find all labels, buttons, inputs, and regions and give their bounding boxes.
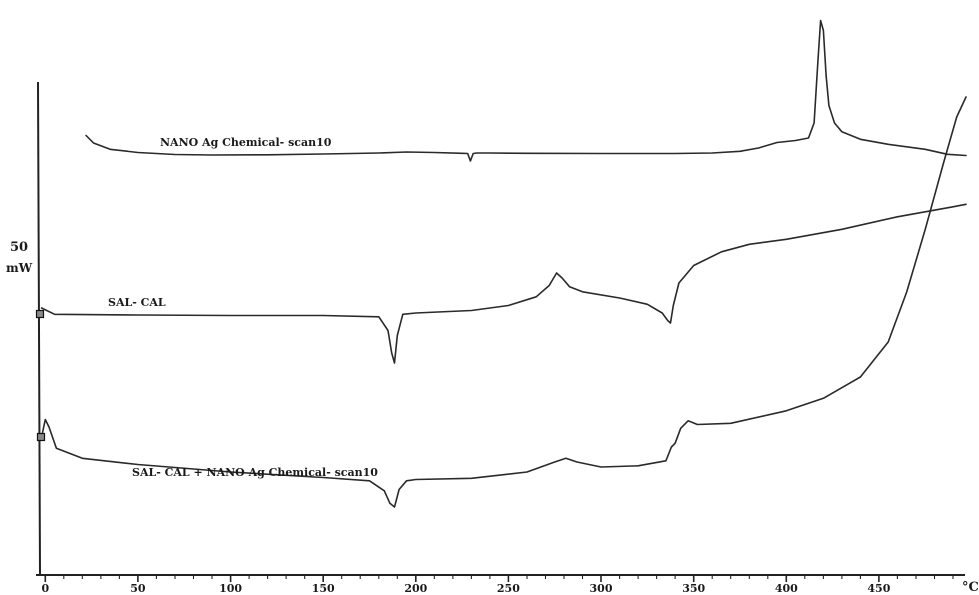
x-tick-label: 300 (590, 582, 613, 595)
x-axis-unit-label: °C (962, 580, 979, 595)
series-label-nano-ag: NANO Ag Chemical- scan10 (160, 136, 332, 149)
y-axis (37, 81, 41, 576)
baseline-marker-2 (36, 432, 46, 442)
curves (40, 19, 967, 508)
x-tick-label: 50 (130, 582, 146, 595)
x-tick-label: 350 (682, 582, 705, 595)
x-tick-label: 100 (219, 582, 242, 595)
curve-sal-cal-nano (40, 96, 967, 508)
x-ticks: 0 50 100 150 200 250 300 350 400 450 (41, 575, 954, 595)
x-tick-label: 250 (497, 582, 520, 595)
curve-nano-ag (85, 19, 967, 162)
baseline-markers (35, 309, 46, 442)
series-label-sal-cal-nano: SAL- CAL + NANO Ag Chemical- scan10 (132, 466, 378, 479)
axes (36, 81, 965, 576)
x-tick-label: 200 (404, 582, 427, 595)
scale-bar-unit: mW (6, 261, 33, 275)
scale-bar-value: 50 (10, 240, 28, 255)
x-tick-label: 400 (775, 582, 798, 595)
baseline-marker-1 (35, 309, 45, 319)
x-tick-label: 0 (41, 582, 49, 595)
curve-sal-cal (40, 203, 967, 364)
series-label-sal-cal: SAL- CAL (108, 296, 166, 309)
x-tick-label: 450 (867, 582, 890, 595)
x-tick-label: 150 (312, 582, 335, 595)
